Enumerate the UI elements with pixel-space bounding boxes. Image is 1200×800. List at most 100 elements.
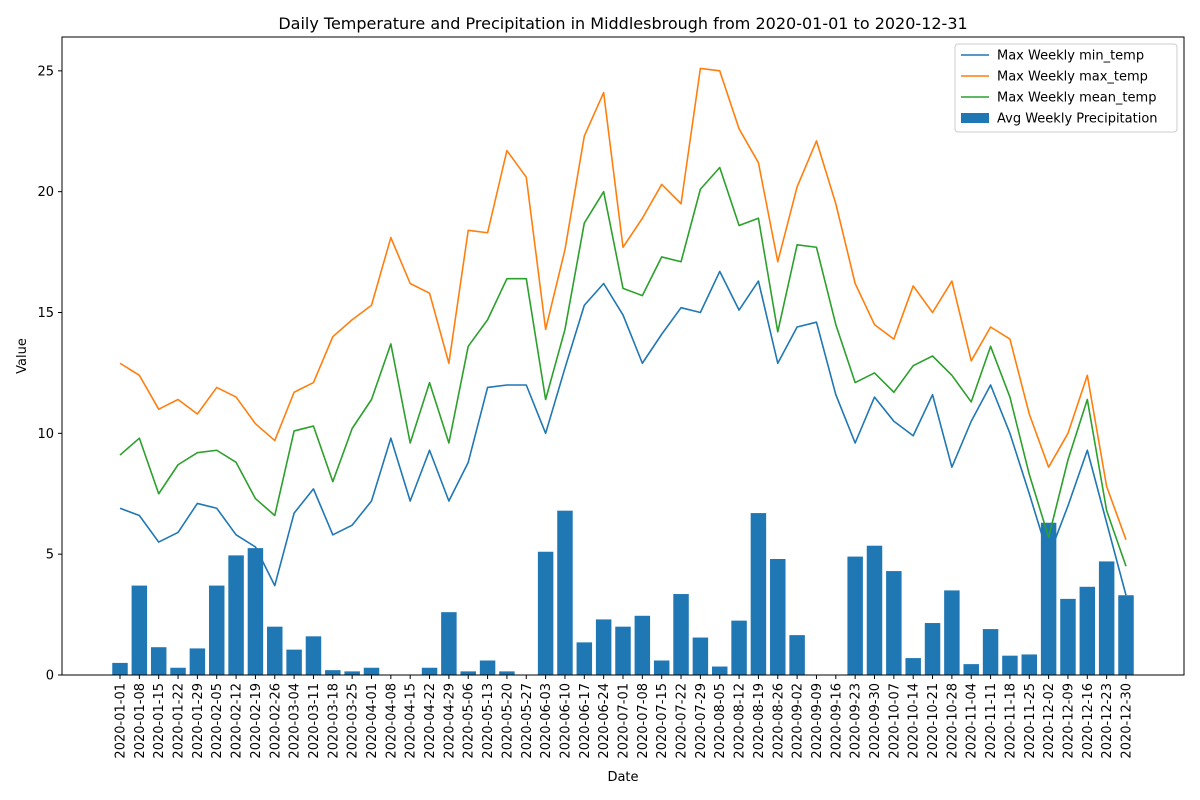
lines-layer xyxy=(119,67,1127,596)
precipitation-bar xyxy=(247,548,264,675)
x-tick-label: 2020-10-21 xyxy=(926,683,941,759)
x-tick-label: 2020-01-22 xyxy=(172,683,187,759)
precipitation-bar xyxy=(479,660,496,675)
x-tick-label: 2020-02-26 xyxy=(268,683,283,759)
x-tick-label: 2020-10-07 xyxy=(887,683,902,759)
precipitation-bar xyxy=(905,658,921,675)
x-tick-label: 2020-12-16 xyxy=(1081,683,1096,759)
x-tick-label: 2020-04-22 xyxy=(423,683,438,759)
x-tick-label: 2020-12-30 xyxy=(1120,683,1135,759)
precipitation-bar xyxy=(286,649,302,675)
precipitation-bar xyxy=(595,619,612,675)
precipitation-bar xyxy=(305,636,322,675)
x-tick-label: 2020-03-18 xyxy=(326,683,341,759)
precipitation-bar xyxy=(982,629,999,675)
precipitation-bar xyxy=(267,626,283,675)
x-tick-label: 2020-01-01 xyxy=(114,683,129,759)
x-tick-label: 2020-09-02 xyxy=(791,683,806,759)
x-tick-label: 2020-08-26 xyxy=(771,683,786,759)
x-tick-label: 2020-04-29 xyxy=(442,683,457,759)
x-tick-label: 2020-01-15 xyxy=(152,683,167,759)
precipitation-bar xyxy=(150,647,167,675)
precipitation-bar xyxy=(886,571,902,675)
precipitation-bar xyxy=(1118,595,1134,675)
precipitation-bar xyxy=(1040,522,1057,675)
legend-label: Max Weekly mean_temp xyxy=(997,91,1156,106)
x-tick-label: 2020-11-25 xyxy=(1023,683,1038,759)
x-tick-label: 2020-03-04 xyxy=(288,683,303,759)
y-tick-label: 20 xyxy=(37,185,54,200)
x-axis: 2020-01-01 2020-01-08 2020-01-15 2020-01-22… xyxy=(114,675,1135,759)
precipitation-bar xyxy=(963,664,979,675)
x-tick-label: 2020-12-09 xyxy=(1061,683,1076,759)
precipitation-bar xyxy=(1060,598,1076,675)
bars-layer xyxy=(112,510,1134,675)
x-tick-label: 2020-08-05 xyxy=(713,683,728,759)
precipitation-bar xyxy=(576,642,593,675)
precipitation-bar xyxy=(1079,586,1096,675)
precipitation-bar xyxy=(441,612,457,675)
precipitation-bar xyxy=(615,626,631,675)
y-tick-label: 5 xyxy=(46,548,54,563)
series-line-max-weekly-min_temp xyxy=(119,270,1127,596)
x-tick-label: 2020-05-13 xyxy=(481,683,496,759)
legend-swatch xyxy=(961,113,989,123)
precipitation-bar xyxy=(944,590,960,675)
precipitation-bar xyxy=(750,513,767,675)
legend-label: Avg Weekly Precipitation xyxy=(997,112,1158,127)
x-tick-label: 2020-05-06 xyxy=(462,683,477,759)
x-tick-label: 2020-11-04 xyxy=(965,683,980,759)
x-tick-label: 2020-03-25 xyxy=(346,683,361,759)
precipitation-bar xyxy=(228,555,244,675)
precipitation-bar xyxy=(770,559,786,675)
x-tick-label: 2020-10-28 xyxy=(945,683,960,759)
x-tick-label: 2020-12-23 xyxy=(1100,683,1115,759)
precipitation-bar xyxy=(189,648,206,675)
x-tick-label: 2020-02-12 xyxy=(230,683,245,759)
y-tick-label: 15 xyxy=(37,306,54,321)
x-tick-label: 2020-07-15 xyxy=(655,683,670,759)
precipitation-bar xyxy=(653,660,670,675)
series-line-max-weekly-mean_temp xyxy=(119,166,1127,567)
precipitation-bar xyxy=(731,620,747,675)
x-tick-label: 2020-06-10 xyxy=(558,683,573,759)
x-tick-label: 2020-12-02 xyxy=(1042,683,1057,759)
precipitation-bar xyxy=(344,671,360,675)
y-tick-label: 0 xyxy=(46,669,54,684)
x-tick-label: 2020-07-29 xyxy=(694,683,709,759)
legend-label: Max Weekly min_temp xyxy=(997,49,1144,64)
x-tick-label: 2020-09-09 xyxy=(810,683,825,759)
precipitation-bar xyxy=(325,670,341,675)
x-tick-label: 2020-08-12 xyxy=(733,683,748,759)
precipitation-bar xyxy=(673,594,689,675)
x-tick-label: 2020-03-11 xyxy=(307,683,322,759)
x-tick-label: 2020-01-29 xyxy=(191,683,206,759)
x-tick-label: 2020-04-01 xyxy=(365,683,380,759)
x-tick-label: 2020-06-17 xyxy=(578,683,593,759)
precipitation-bar xyxy=(208,585,225,675)
precipitation-bar xyxy=(1021,654,1038,675)
precipitation-bar xyxy=(692,637,709,675)
legend-label: Max Weekly max_temp xyxy=(997,70,1148,85)
precipitation-bar xyxy=(112,662,128,675)
legend-box xyxy=(954,43,1178,133)
legend: Max Weekly min_temp Max Weekly max_temp Ma… xyxy=(954,43,1178,133)
precipitation-bar xyxy=(421,667,438,675)
precipitation-bar xyxy=(363,667,380,675)
precipitation-bar xyxy=(1002,655,1018,675)
x-tick-label: 2020-10-14 xyxy=(907,683,922,759)
x-tick-label: 2020-09-30 xyxy=(868,683,883,759)
chart-title: Daily Temperature and Precipitation in M… xyxy=(278,14,967,33)
x-tick-label: 2020-05-20 xyxy=(500,683,515,759)
x-tick-label: 2020-04-15 xyxy=(404,683,419,759)
x-tick-label: 2020-07-01 xyxy=(617,683,632,759)
precipitation-bar xyxy=(789,635,805,675)
x-tick-label: 2020-11-18 xyxy=(1003,683,1018,759)
precipitation-bar xyxy=(1098,561,1115,675)
precipitation-bar xyxy=(557,510,573,675)
x-axis-label: Date xyxy=(607,770,638,785)
x-tick-label: 2020-06-24 xyxy=(597,683,612,759)
x-tick-label: 2020-02-05 xyxy=(210,683,225,759)
x-tick-label: 2020-01-08 xyxy=(133,683,148,759)
